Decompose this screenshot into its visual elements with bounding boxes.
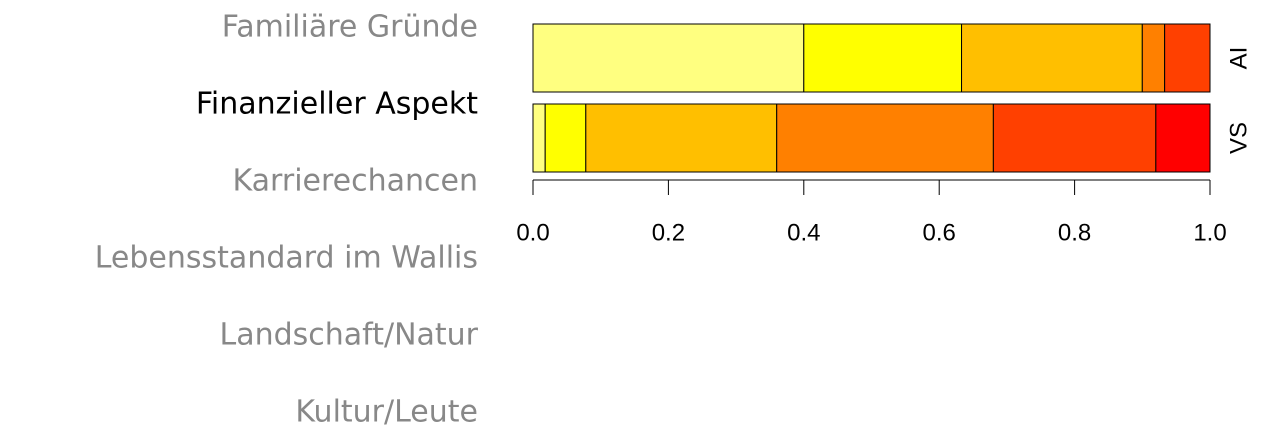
category-label: VS (1225, 122, 1252, 154)
bar-segment (992, 103, 1157, 173)
series-label: Landschaft/Natur (219, 318, 478, 353)
category-label: AI (1225, 47, 1252, 70)
series-label: Kultur/Leute (295, 395, 478, 430)
series-label: Karrierechancen (233, 164, 478, 199)
bar-segment (585, 103, 778, 173)
bar-segment (803, 23, 963, 93)
x-tick-label: 0.6 (923, 219, 956, 246)
x-tick-label: 1.0 (1193, 219, 1226, 246)
bar-segment (532, 103, 546, 173)
bar-segment (1164, 23, 1211, 93)
x-tick-label: 0.2 (652, 219, 685, 246)
bar-segment (544, 103, 587, 173)
bar-segment (776, 103, 994, 173)
bar-segment (1155, 103, 1211, 173)
series-label: Finanzieller Aspekt (196, 87, 478, 122)
x-tick-label: 0.8 (1058, 219, 1091, 246)
bar-segment (961, 23, 1143, 93)
series-label: Familiäre Gründe (222, 10, 478, 45)
bar-segment (532, 23, 805, 93)
bar-segment (1141, 23, 1166, 93)
series-label: Lebensstandard im Wallis (95, 241, 478, 276)
x-tick-label: 0.0 (516, 219, 549, 246)
x-tick-label: 0.4 (787, 219, 820, 246)
